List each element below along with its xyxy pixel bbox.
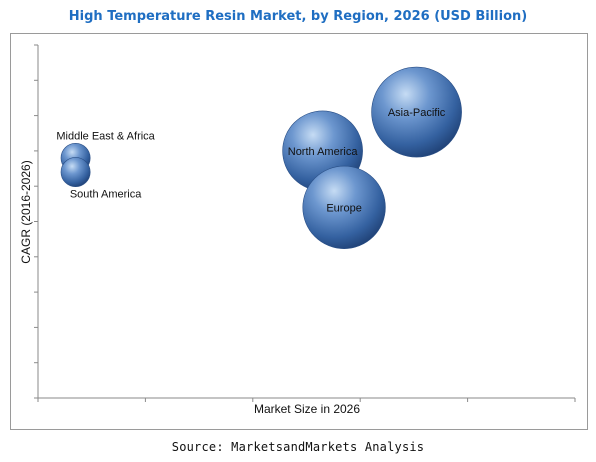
chart-title: High Temperature Resin Market, by Region… — [68, 9, 528, 24]
label-europe: Europe — [326, 202, 361, 214]
label-asia-pacific: Asia-Pacific — [388, 107, 446, 119]
x-axis-label: Market Size in 2026 — [254, 402, 360, 416]
bubble-labels: Asia-Pacific North America Europe Middle Ea… — [56, 107, 445, 214]
bubble-south-america — [60, 157, 91, 187]
bubbles — [60, 66, 462, 249]
source-note: Source: MarketsandMarkets Analysis — [171, 440, 425, 454]
axes — [34, 44, 576, 402]
label-south-america: South America — [70, 189, 142, 201]
plot-frame — [10, 33, 588, 430]
bubble-asia-pacific — [371, 66, 462, 158]
label-north-america: North America — [288, 146, 359, 158]
bubble-europe — [302, 165, 386, 249]
label-middle-east-africa: Middle East & Africa — [56, 130, 155, 142]
y-axis-label: CAGR (2016-2026) — [19, 160, 33, 263]
